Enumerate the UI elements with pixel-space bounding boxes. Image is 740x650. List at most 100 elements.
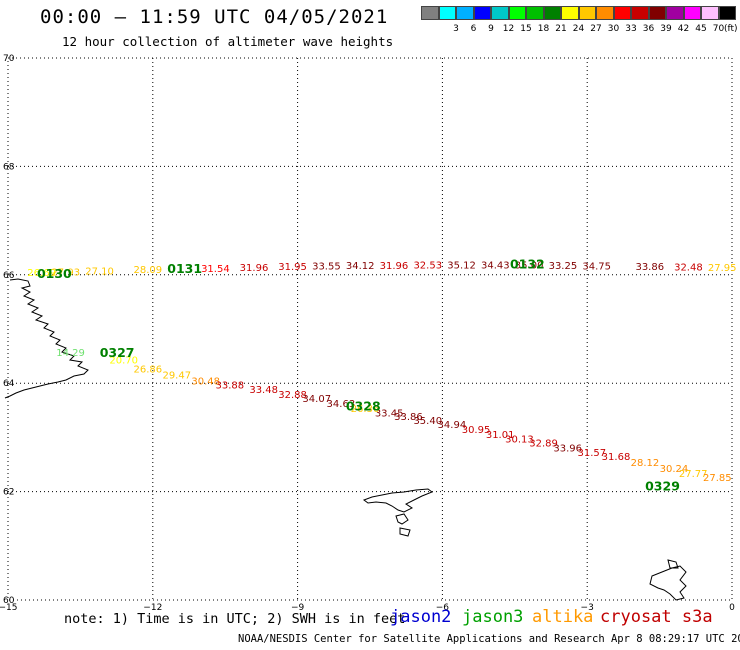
wave-height-value: 32.89 [529,439,558,450]
coastline-shetland [649,565,687,601]
wave-height-value: 32.53 [413,260,442,271]
color-swatch [613,6,631,20]
wave-height-value: 34.63 [327,399,356,410]
lon-label: −15 [0,603,18,613]
lat-label: 66 [3,271,15,281]
color-swatch [683,6,701,20]
wave-height-value: 28.09 [133,265,162,276]
wave-height-value: 32.48 [674,262,703,273]
wave-height-value: 31.95 [278,262,307,273]
wave-height-value: 33.86 [394,412,423,423]
wave-height-value: 26.69 [27,268,56,279]
wave-height-value: 27.93 [51,267,80,278]
wave-height-value: 35.00 [515,260,544,271]
wave-height-value: 27.85 [703,473,732,484]
color-swatch [578,6,596,20]
lon-label: 0 [729,603,735,613]
wave-height-value: 34.12 [346,261,375,272]
lon-label: −12 [143,603,162,613]
wave-height-value: 30.24 [660,464,689,475]
color-swatch [473,6,491,20]
color-swatch [701,6,719,20]
color-swatch [648,6,666,20]
plot-frame [7,57,733,601]
wave-height-value: 31.68 [602,452,631,463]
color-scale-label: 27 [590,24,602,34]
lat-lon-grid: 70 68 66 64 62 60−15 −12 −9 −6 −3 0 [0,54,735,613]
color-scale-label: 12 [502,24,515,34]
page-subtitle: 12 hour collection of altimeter wave hei… [62,34,394,49]
coastline-iceland [4,278,89,399]
credit-line: NOAA/NESDIS Center for Satellite Applica… [238,633,740,645]
lat-label: 60 [3,596,15,606]
wave-height-value: 27.10 [85,266,114,277]
legend-cryosat: cryosat s3a [600,607,713,627]
color-scale-label: 39 [660,24,672,34]
page-title: 00:00 – 11:59 UTC 04/05/2021 [40,6,389,28]
color-swatch [631,6,649,20]
coastline-faroe-south [395,513,411,537]
legend-jason3: jason3 [462,607,524,627]
pass-time-label: 0328 [346,398,381,413]
lat-label: 70 [3,54,15,64]
color-swatch [421,6,439,20]
wave-height-value: 30.95 [462,425,491,436]
lon-label: −3 [581,603,594,613]
coastlines [4,278,687,601]
pass-time-label: 0130 [37,266,72,281]
color-scale-label: 42 [677,24,690,34]
wave-height-value: 34.43 [481,260,510,271]
color-swatch [456,6,474,20]
wave-height-value: 32.88 [278,390,307,401]
wave-height-value: 31.54 [201,264,230,275]
color-scale-unit: (ft) [724,24,738,34]
wave-height-value: 33.45 [375,408,404,419]
pass-time-label: 0131 [167,261,202,276]
wave-height-value: 31.96 [240,263,269,274]
wave-height-value: 31.01 [486,430,515,441]
color-swatch [526,6,544,20]
pass-time-label: 0329 [645,479,680,494]
color-scale-label: 33 [625,24,637,34]
color-scale-label: 45 [695,24,707,34]
color-scale-label: 18 [537,24,550,34]
wave-height-value: 33.88 [216,381,245,392]
color-scale-label: 3 [453,24,459,34]
color-swatch [438,6,456,20]
wave-height-value: 31.96 [380,261,409,272]
wave-height-value: 27.77 [679,469,708,480]
wave-height-value: 26.86 [133,364,162,375]
coastline-shetland-north [667,559,679,569]
wave-height-value: 33.86 [635,262,664,273]
wave-height-value: 31.57 [578,448,607,459]
wave-height-value: 26.36 [351,404,380,415]
color-swatch [718,6,736,20]
color-scale-label: 21 [555,24,567,34]
legend-jason2: jason2 [390,607,452,627]
color-scale-label: 24 [572,24,585,34]
legend-altika: altika [532,607,594,627]
wave-height-value: 29.47 [162,370,191,381]
footnote: note: 1) Time is in UTC; 2) SWH is in fe… [64,611,406,627]
pass-time-label: 0327 [100,345,135,360]
coastline-faroe [362,488,434,513]
wave-height-value: 35.40 [413,416,442,427]
color-swatch [543,6,561,20]
color-swatch [508,6,526,20]
color-swatch [666,6,684,20]
wave-height-value: 30.13 [505,434,534,445]
wave-height-value: 34.07 [302,394,331,405]
color-swatch [596,6,614,20]
wave-height-value: 33.25 [549,261,578,272]
color-scale-label: 70 [712,24,725,34]
color-scale-label: 30 [607,24,620,34]
wave-height-value: 33.96 [553,443,582,454]
wave-height-value: 34.75 [582,261,611,272]
wave-height-value: 14.29 [56,348,85,359]
color-swatch [561,6,579,20]
wave-height-value: 20.70 [109,356,138,367]
color-scale-label: 9 [488,24,494,34]
wave-height-value: 30.48 [191,376,220,387]
